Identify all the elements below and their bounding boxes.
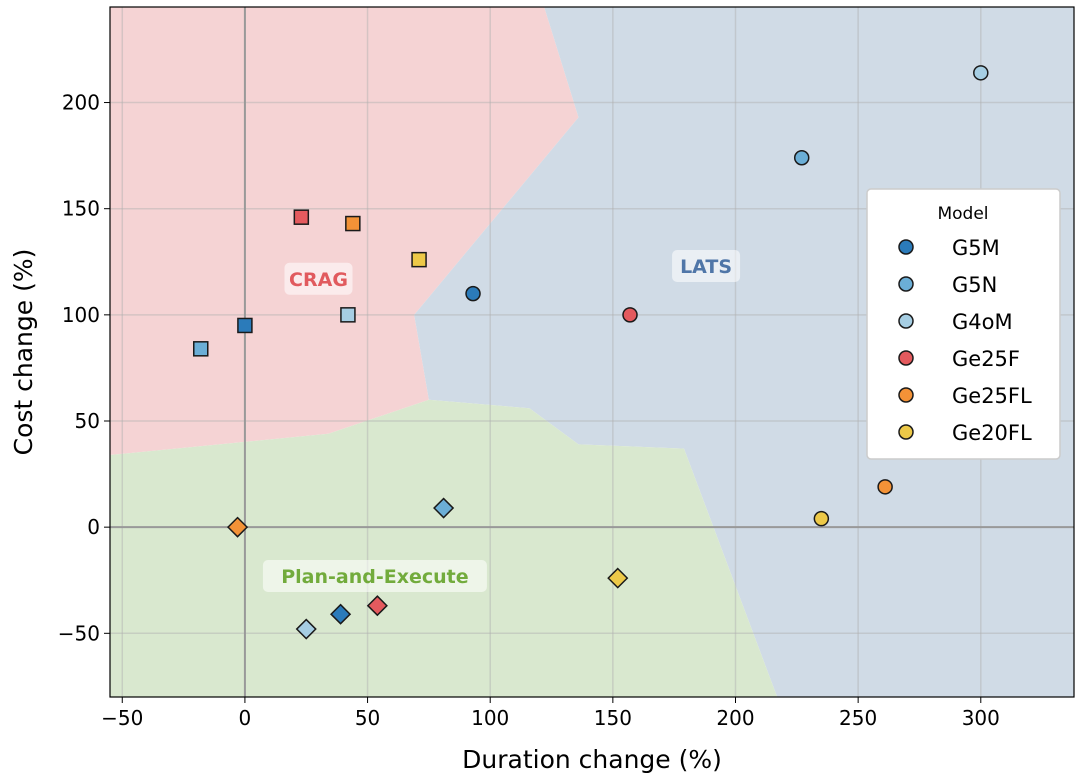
x-tick-label: 200 bbox=[716, 706, 754, 730]
legend-box bbox=[866, 188, 1061, 460]
region-label-background bbox=[262, 559, 487, 592]
y-tick-label: 0 bbox=[87, 515, 100, 539]
legend-label-G5N: G5N bbox=[952, 273, 997, 297]
legend-label-Ge25F: Ge25F bbox=[952, 347, 1020, 371]
legend-label-G4oM: G4oM bbox=[952, 310, 1013, 334]
legend-marker-G4oM bbox=[898, 313, 914, 329]
point-circle-Ge25F bbox=[622, 307, 638, 323]
region-label-crag: CRAG bbox=[289, 269, 348, 291]
x-tick-label: 300 bbox=[962, 706, 1000, 730]
y-tick-label: 50 bbox=[75, 409, 100, 433]
data-points bbox=[193, 65, 989, 640]
legend-marker-G5N bbox=[898, 276, 914, 292]
point-square-G5M bbox=[237, 317, 253, 334]
decision-regions bbox=[110, 7, 1074, 697]
point-diamond-G5M bbox=[330, 603, 352, 625]
legend-marker-Ge20FL bbox=[898, 424, 914, 440]
point-circle-Ge20FL bbox=[813, 510, 830, 527]
point-diamond-G5N bbox=[433, 497, 455, 519]
plot-frame bbox=[109, 6, 1075, 698]
point-circle-G5M bbox=[465, 285, 481, 302]
point-square-Ge20FL bbox=[411, 251, 427, 268]
axis-ticks: −50 0 50 100 150 200 250 300 −50 0 50 100 150 200 bbox=[58, 91, 1000, 730]
x-tick-label: −50 bbox=[101, 706, 143, 730]
point-square-Ge25FL bbox=[345, 215, 361, 232]
legend-marker-Ge25F bbox=[898, 350, 914, 366]
y-tick-label: −50 bbox=[58, 621, 100, 645]
region-label-plan-and-execute: Plan-and-Execute bbox=[281, 566, 468, 588]
point-circle-Ge25FL bbox=[877, 479, 893, 495]
point-square-Ge25F bbox=[293, 209, 310, 225]
region-lats bbox=[414, 7, 1074, 697]
x-tick-label: 0 bbox=[239, 706, 252, 730]
region-label-background bbox=[672, 250, 741, 283]
y-axis-label: Cost change (%) bbox=[9, 249, 38, 456]
point-circle-G4oM bbox=[973, 65, 989, 81]
region-labels: CRAG LATS Plan-and-Execute bbox=[262, 250, 741, 592]
legend-label-G5M: G5M bbox=[952, 236, 1000, 260]
legend-label-Ge20FL: Ge20FL bbox=[952, 421, 1032, 445]
point-diamond-Ge20FL bbox=[607, 567, 629, 589]
legend-label-Ge25FL: Ge25FL bbox=[952, 384, 1032, 408]
legend-marker-G5M bbox=[898, 239, 914, 255]
legend: Model G5M G5N G4oM Ge25F Ge25FL Ge20FL bbox=[866, 188, 1061, 460]
point-diamond-Ge25FL bbox=[226, 516, 249, 538]
y-tick-label: 200 bbox=[62, 91, 100, 115]
grid bbox=[110, 7, 1074, 697]
point-diamond-G4oM bbox=[295, 618, 317, 640]
region-label-lats: LATS bbox=[680, 256, 732, 278]
x-tick-label: 250 bbox=[839, 706, 877, 730]
point-square-G5N bbox=[193, 341, 209, 357]
y-tick-label: 150 bbox=[62, 197, 100, 221]
region-crag bbox=[110, 7, 579, 455]
x-tick-label: 100 bbox=[471, 706, 509, 730]
region-label-background bbox=[284, 262, 353, 295]
x-tick-label: 50 bbox=[355, 706, 380, 730]
region-plan-and-execute bbox=[110, 399, 778, 697]
legend-title: Model bbox=[937, 204, 988, 224]
x-axis-label: Duration change (%) bbox=[462, 745, 722, 774]
point-circle-G5N bbox=[793, 149, 810, 166]
y-tick-label: 100 bbox=[62, 303, 100, 327]
point-diamond-Ge25F bbox=[366, 595, 388, 617]
x-tick-label: 150 bbox=[594, 706, 632, 730]
legend-marker-Ge25FL bbox=[898, 387, 914, 403]
point-square-G4oM bbox=[340, 307, 356, 323]
